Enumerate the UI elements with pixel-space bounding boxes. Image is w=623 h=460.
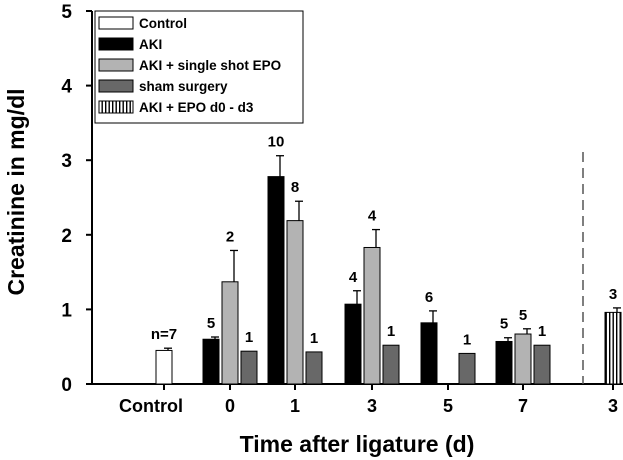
n-label: 4: [368, 208, 377, 225]
n-label: 1: [463, 331, 471, 348]
bar-aki: [202, 338, 220, 385]
legend-label: sham surgery: [139, 79, 228, 94]
legend: Control AKI AKI + single shot EPO sham surg…: [94, 10, 304, 124]
x-axis-label: Time after ligature (d): [240, 431, 475, 457]
legend-swatch: [98, 58, 134, 72]
y-tick-label: 5: [61, 2, 72, 23]
bar-sham-surgery: [382, 344, 400, 385]
y-tick-label: 0: [61, 375, 72, 396]
bar-aki-single-shot-epo: [514, 333, 532, 385]
x-tick-label: 1: [290, 396, 300, 416]
legend-swatch: [98, 37, 134, 51]
y-tick-label: 2: [61, 226, 72, 247]
n-label: 1: [538, 323, 546, 340]
bar-aki: [420, 322, 438, 385]
n-label: 8: [291, 179, 299, 196]
legend-swatch: [98, 100, 134, 114]
legend-swatch: [98, 79, 134, 93]
legend-label: AKI: [139, 37, 162, 52]
bar-aki-single-shot-epo: [286, 220, 304, 385]
bar-control: [155, 349, 173, 385]
axes: 0 1 2 3 4 5 Control 0 1 3 5 7 3: [61, 2, 623, 416]
n-label: 10: [268, 134, 285, 151]
n-label: 1: [245, 329, 253, 346]
n-label: 1: [310, 330, 318, 347]
bar-aki-single-shot-epo: [221, 281, 239, 385]
n-label: 4: [349, 269, 358, 286]
n-label: 5: [207, 315, 215, 332]
n-label: 1: [387, 323, 395, 340]
x-tick-label: 5: [443, 396, 453, 416]
n-label: n=7: [151, 326, 177, 343]
x-tick-label: Control: [119, 396, 183, 416]
n-label: 6: [425, 289, 433, 306]
bar-sham-surgery: [305, 351, 323, 385]
legend-label: AKI + single shot EPO: [139, 58, 281, 73]
bar-aki-single-shot-epo: [363, 246, 381, 385]
bar-sham-surgery: [458, 352, 476, 385]
bar-sham-surgery: [533, 344, 551, 385]
bar-aki: [344, 303, 362, 385]
bar-aki-epo-d0-d3: [604, 311, 622, 385]
n-label: 5: [500, 316, 508, 333]
n-label: 5: [519, 307, 527, 324]
y-tick-label: 1: [61, 300, 72, 321]
bar-sham-surgery: [240, 350, 258, 385]
x-tick-label: 3: [608, 396, 618, 416]
n-label: 2: [226, 228, 234, 245]
legend-label: Control: [139, 16, 187, 31]
n-label: 3: [609, 286, 617, 303]
legend-swatch: [98, 16, 134, 30]
bar-aki: [495, 340, 513, 385]
x-tick-label: 0: [225, 396, 235, 416]
legend-label: AKI + EPO d0 - d3: [139, 100, 254, 115]
y-axis-label: Creatinine in mg/dl: [3, 88, 29, 295]
x-tick-label: 7: [518, 396, 528, 416]
x-tick-label: 3: [367, 396, 377, 416]
y-tick-label: 4: [61, 77, 72, 98]
bar-aki: [267, 176, 285, 385]
y-tick-label: 3: [61, 151, 72, 172]
